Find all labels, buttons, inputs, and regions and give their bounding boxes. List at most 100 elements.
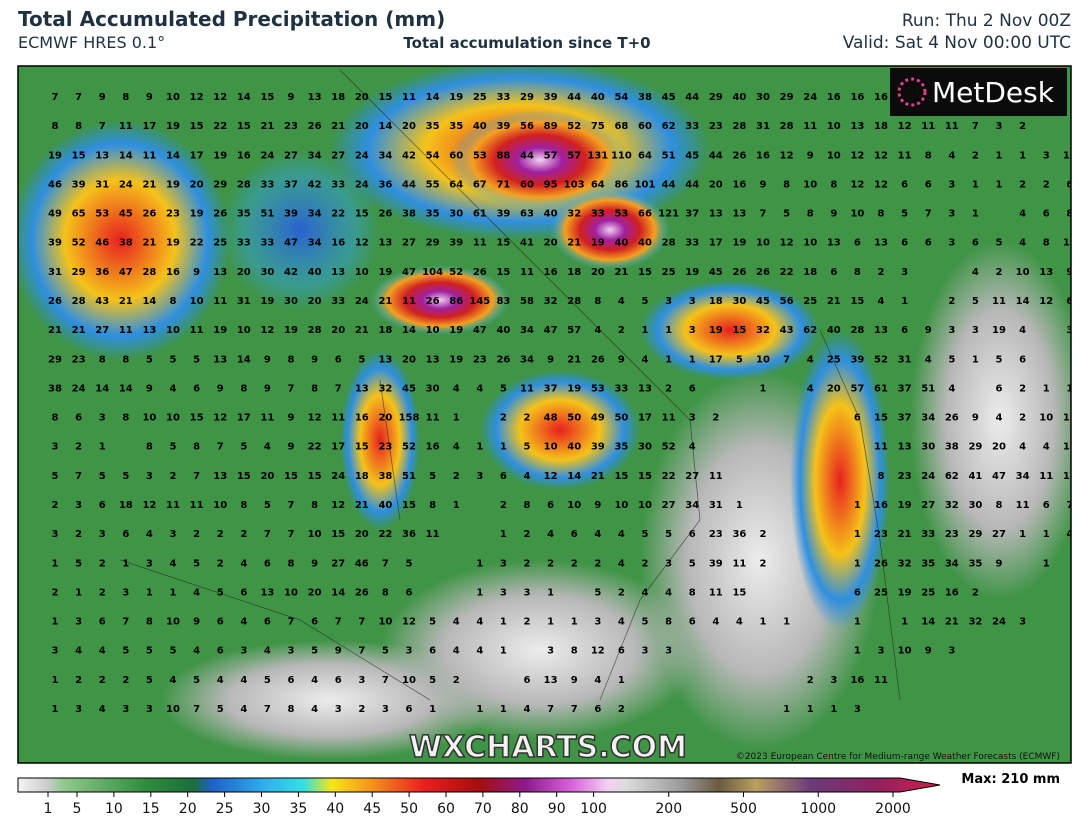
precip-value: 10 — [544, 442, 558, 453]
precip-value: 66 — [638, 209, 652, 220]
precip-value: 20 — [355, 121, 369, 132]
precip-value: 9 — [311, 354, 318, 365]
precip-value: 5 — [642, 617, 649, 628]
precip-value: 1 — [500, 442, 507, 453]
precip-value: 11 — [992, 296, 1006, 307]
precip-value: 13 — [213, 471, 227, 482]
precip-value: 9 — [925, 646, 932, 657]
precip-value: 28 — [308, 325, 322, 336]
precip-value: 7 — [122, 617, 129, 628]
precip-value: 67 — [473, 179, 487, 190]
precip-value: 11 — [473, 238, 487, 249]
precip-value: 26 — [378, 209, 392, 220]
precip-value: 11 — [402, 296, 416, 307]
precip-value: 11 — [709, 471, 723, 482]
precip-value: 8 — [122, 354, 129, 365]
precip-value: 8 — [240, 383, 247, 394]
precip-value: 6 — [288, 675, 295, 686]
precip-value: 25 — [874, 587, 888, 598]
precip-value: 40 — [496, 325, 510, 336]
precip-value: 42 — [402, 150, 416, 161]
precip-value: 45 — [685, 150, 699, 161]
precip-value: 8 — [830, 179, 837, 190]
precip-value: 8 — [288, 558, 295, 569]
precip-value: 1 — [996, 179, 1003, 190]
precip-value: 1 — [500, 646, 507, 657]
precip-value: 4 — [453, 383, 460, 394]
precip-value: 32 — [898, 558, 912, 569]
precip-value: 23 — [709, 529, 723, 540]
precip-value: 27 — [331, 558, 345, 569]
precip-value: 4 — [996, 413, 1003, 424]
precip-value: 20 — [308, 296, 322, 307]
precip-value: 27 — [662, 500, 676, 511]
precip-value: 46 — [48, 179, 62, 190]
precip-value: 3 — [524, 587, 531, 598]
precip-value: 2 — [547, 558, 554, 569]
precip-value: 12 — [898, 121, 912, 132]
precip-value: 13 — [874, 238, 888, 249]
precip-value: 5 — [122, 646, 129, 657]
precip-value: 10 — [1063, 150, 1077, 161]
precip-value: 18 — [709, 296, 723, 307]
precip-value: 15 — [874, 413, 888, 424]
precip-value: 3 — [146, 558, 153, 569]
precip-value: 7 — [217, 442, 224, 453]
precip-value: 15 — [496, 267, 510, 278]
precip-value: 4 — [807, 383, 814, 394]
precip-value: 29 — [48, 354, 62, 365]
rain-area — [340, 350, 420, 530]
precip-value: 57 — [850, 383, 864, 394]
precip-value: 34 — [520, 354, 534, 365]
precip-value: 5 — [736, 354, 743, 365]
precip-value: 5 — [240, 442, 247, 453]
precip-value: 3 — [52, 529, 59, 540]
precip-value: 27 — [95, 325, 109, 336]
precip-value: 7 — [1066, 500, 1073, 511]
precip-value: 4 — [948, 383, 955, 394]
precip-value: 1 — [75, 587, 82, 598]
precip-value: 3 — [99, 529, 106, 540]
precip-value: 21 — [567, 354, 581, 365]
precip-value: 12 — [874, 179, 888, 190]
precip-value: 9 — [193, 617, 200, 628]
precip-value: 2 — [665, 383, 672, 394]
precip-value: 1 — [1019, 529, 1026, 540]
precip-value: 16 — [426, 442, 440, 453]
precip-value: 1 — [972, 209, 979, 220]
precip-value: 34 — [378, 150, 392, 161]
precip-value: 10 — [756, 354, 770, 365]
precip-value: 19 — [190, 209, 204, 220]
precip-value: 13 — [260, 587, 274, 598]
precip-value: 15 — [850, 296, 864, 307]
precip-value: 1 — [760, 617, 767, 628]
precip-value: 28 — [780, 121, 794, 132]
precip-value: 18 — [355, 471, 369, 482]
precip-value: 2 — [618, 704, 625, 715]
precip-value: 3 — [948, 646, 955, 657]
precip-value: 4 — [665, 587, 672, 598]
precip-value: 4 — [524, 704, 531, 715]
precip-value: 10 — [166, 617, 180, 628]
precip-value: 6 — [217, 617, 224, 628]
precip-value: 39 — [496, 209, 510, 220]
precip-value: 19 — [685, 267, 699, 278]
precip-value: 1 — [122, 558, 129, 569]
precip-value: 11 — [520, 267, 534, 278]
precip-value: 1 — [453, 413, 460, 424]
precip-value: 9 — [217, 383, 224, 394]
precip-value: 19 — [898, 500, 912, 511]
precip-value: 14 — [95, 383, 109, 394]
precip-value: 15 — [355, 209, 369, 220]
precip-value: 1 — [760, 383, 767, 394]
precip-value: 32 — [378, 383, 392, 394]
precip-value: 21 — [48, 325, 62, 336]
precip-value: 40 — [308, 267, 322, 278]
precip-value: 8 — [52, 121, 59, 132]
precip-value: 12 — [874, 150, 888, 161]
precip-value: 18 — [119, 500, 133, 511]
precip-value: 26 — [355, 587, 369, 598]
precip-value: 25 — [213, 238, 227, 249]
precip-value: 8 — [925, 150, 932, 161]
precip-value: 2 — [712, 413, 719, 424]
